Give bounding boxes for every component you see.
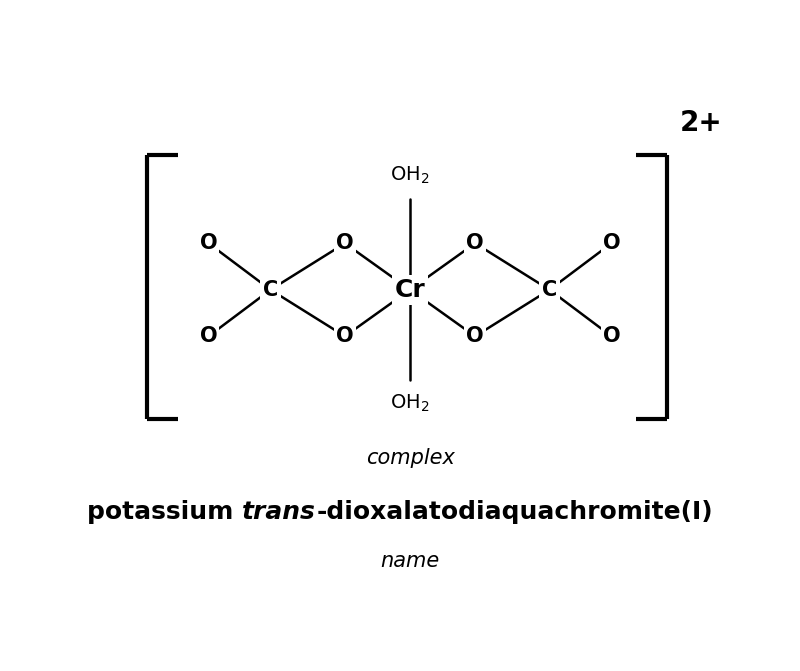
Text: Cr: Cr — [394, 278, 426, 302]
Text: OH$_2$: OH$_2$ — [390, 393, 430, 415]
Text: O: O — [336, 234, 354, 253]
Text: complex: complex — [366, 448, 454, 468]
Text: trans: trans — [242, 500, 316, 524]
Text: C: C — [263, 280, 278, 300]
Text: O: O — [466, 326, 484, 346]
Text: potassium: potassium — [87, 500, 242, 524]
Text: OH$_2$: OH$_2$ — [390, 165, 430, 187]
Text: O: O — [602, 234, 620, 253]
Text: O: O — [466, 234, 484, 253]
Text: O: O — [200, 326, 218, 346]
Text: 2+: 2+ — [680, 109, 722, 137]
Text: O: O — [200, 234, 218, 253]
Text: C: C — [542, 280, 557, 300]
Text: -dioxalatodiaquachromite(I): -dioxalatodiaquachromite(I) — [316, 500, 713, 524]
Text: O: O — [336, 326, 354, 346]
Text: name: name — [380, 551, 440, 571]
Text: O: O — [602, 326, 620, 346]
